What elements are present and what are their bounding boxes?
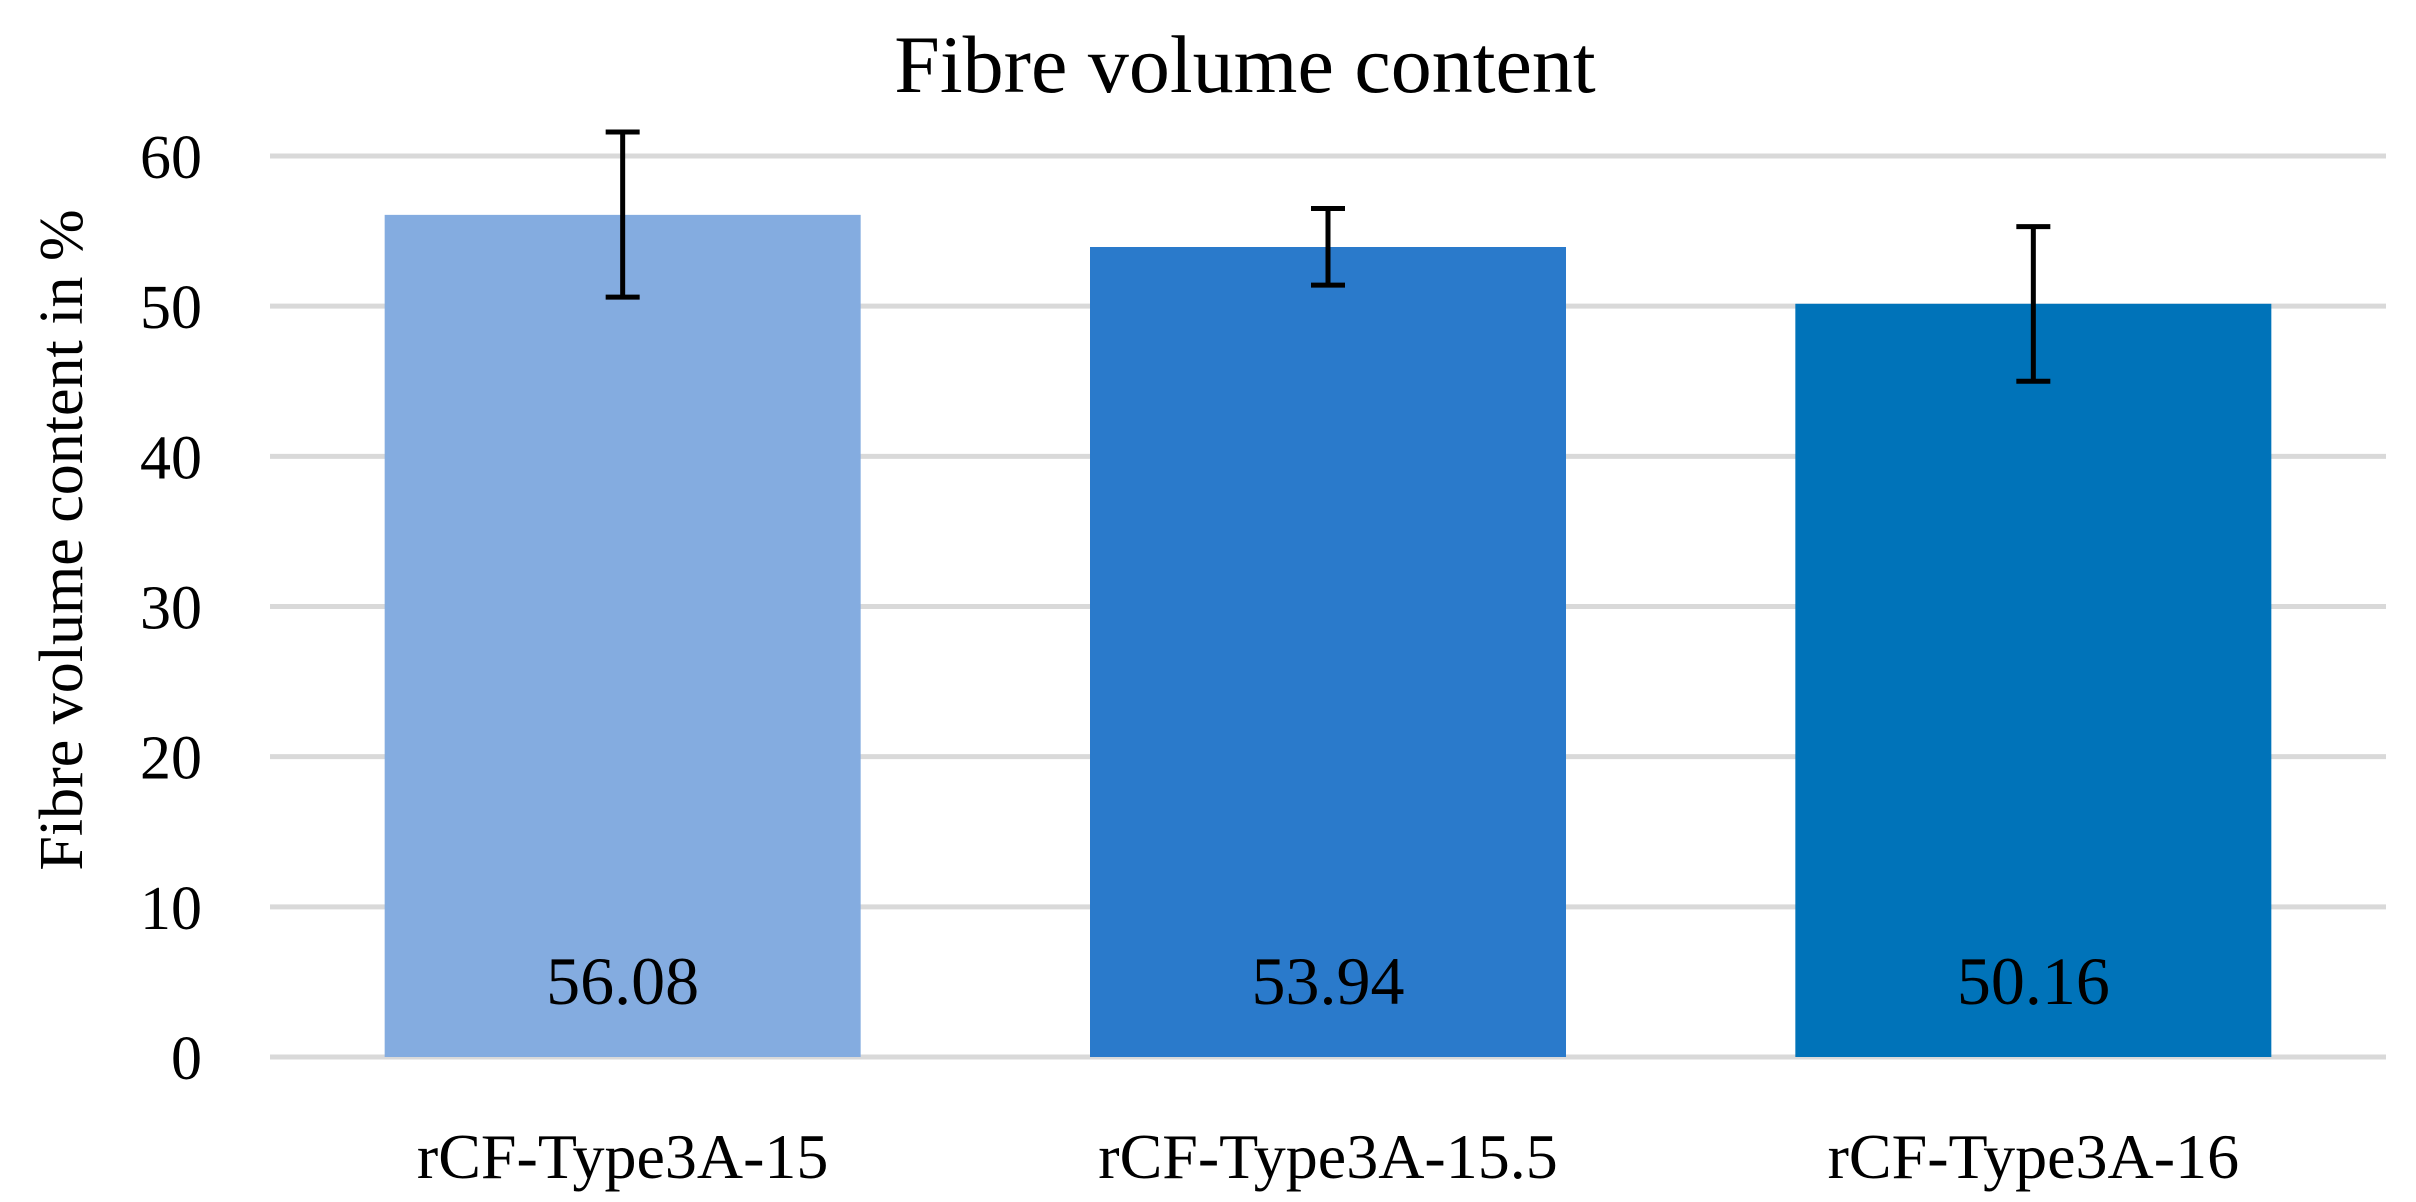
y-tick-label: 30 [140, 575, 202, 643]
chart-title: Fibre volume content [894, 19, 1596, 110]
y-tick-label: 50 [140, 274, 202, 342]
error-bar [1311, 206, 1345, 288]
y-axis-title: Fibre volume content in % [28, 209, 96, 870]
bar [384, 214, 861, 1057]
bar-value-label: 50.16 [1957, 943, 2110, 1019]
bar-value-label: 56.08 [546, 943, 699, 1019]
data-labels: 56.08 53.94 50.16 [546, 943, 2110, 1019]
bars [384, 214, 2272, 1058]
x-tick-label: rCF-Type3A-16 [1828, 1121, 2239, 1192]
x-tick-label: rCF-Type3A-15.5 [1098, 1121, 1557, 1192]
error-bar [605, 129, 640, 300]
error-bars [605, 129, 2051, 384]
error-bar [2016, 224, 2051, 384]
bar [1795, 303, 2272, 1057]
y-tick-label: 40 [140, 424, 202, 492]
y-tick-label: 20 [140, 725, 202, 793]
bar-value-label: 53.94 [1252, 943, 1405, 1019]
y-tick-label: 60 [140, 124, 202, 192]
y-tick-label: 0 [171, 1025, 202, 1093]
x-tick-label: rCF-Type3A-15 [417, 1121, 828, 1192]
x-axis-ticks: rCF-Type3A-15 rCF-Type3A-15.5 rCF-Type3A-1… [417, 1121, 2239, 1192]
y-tick-label: 10 [140, 875, 202, 943]
y-axis-ticks: 0 10 20 30 40 50 60 [140, 124, 202, 1093]
bar [1090, 247, 1566, 1058]
